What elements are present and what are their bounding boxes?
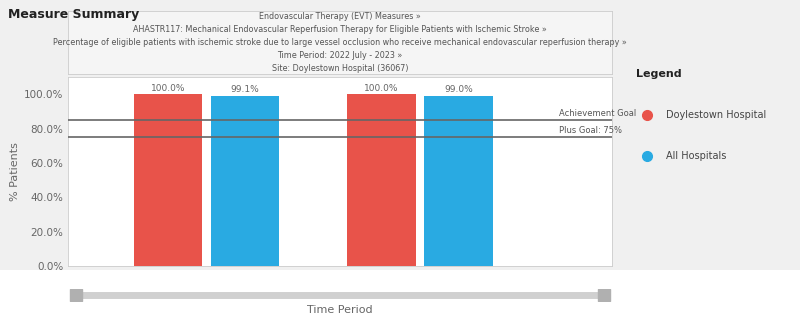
Text: Time Period: Time Period bbox=[307, 305, 373, 315]
Text: Endovascular Therapy (EVT) Measures »
AHASTR117: Mechanical Endovascular Reperfu: Endovascular Therapy (EVT) Measures » AH… bbox=[53, 12, 627, 73]
Text: Plus Goal: 75%: Plus Goal: 75% bbox=[558, 126, 622, 135]
Bar bbox=[347, 94, 416, 266]
Text: Legend: Legend bbox=[636, 69, 682, 79]
Text: Doylestown Hospital: Doylestown Hospital bbox=[666, 110, 766, 120]
Text: 100.0%: 100.0% bbox=[151, 84, 186, 93]
Bar bbox=[211, 96, 279, 266]
Text: 99.1%: 99.1% bbox=[230, 85, 259, 94]
Text: 99.0%: 99.0% bbox=[444, 85, 473, 94]
Text: 100.0%: 100.0% bbox=[364, 84, 399, 93]
Text: Achievement Goal: 85%: Achievement Goal: 85% bbox=[558, 109, 660, 118]
Bar bbox=[424, 96, 493, 266]
Bar bbox=[134, 94, 202, 266]
Text: Measure Summary: Measure Summary bbox=[8, 8, 139, 21]
Text: All Hospitals: All Hospitals bbox=[666, 151, 726, 161]
Y-axis label: % Patients: % Patients bbox=[10, 142, 19, 201]
